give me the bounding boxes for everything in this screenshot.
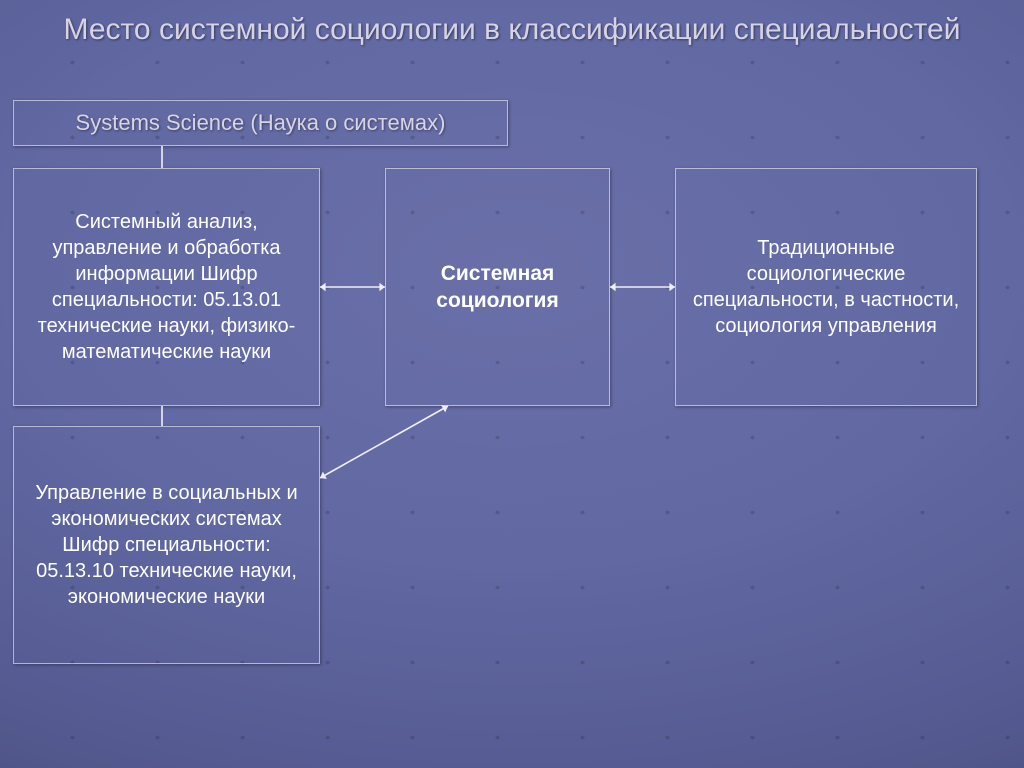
box-traditional-sociology-text: Традиционные социологические специальнос…	[686, 235, 966, 339]
box-systems-science: Systems Science (Наука о системах)	[13, 100, 508, 146]
box-system-analysis-text: Системный анализ, управление и обработка…	[24, 209, 309, 365]
slide: Место системной социологии в классификац…	[0, 0, 1024, 768]
box-systems-science-text: Systems Science (Наука о системах)	[76, 109, 446, 138]
box-social-econ-management: Управление в социальных и экономических …	[13, 426, 320, 664]
box-system-analysis: Системный анализ, управление и обработка…	[13, 168, 320, 406]
box-system-sociology-text: Системная социология	[396, 260, 599, 315]
box-system-sociology: Системная социология	[385, 168, 610, 406]
box-traditional-sociology: Традиционные социологические специальнос…	[675, 168, 977, 406]
slide-title: Место системной социологии в классификац…	[0, 12, 1024, 48]
box-social-econ-management-text: Управление в социальных и экономических …	[24, 480, 309, 610]
